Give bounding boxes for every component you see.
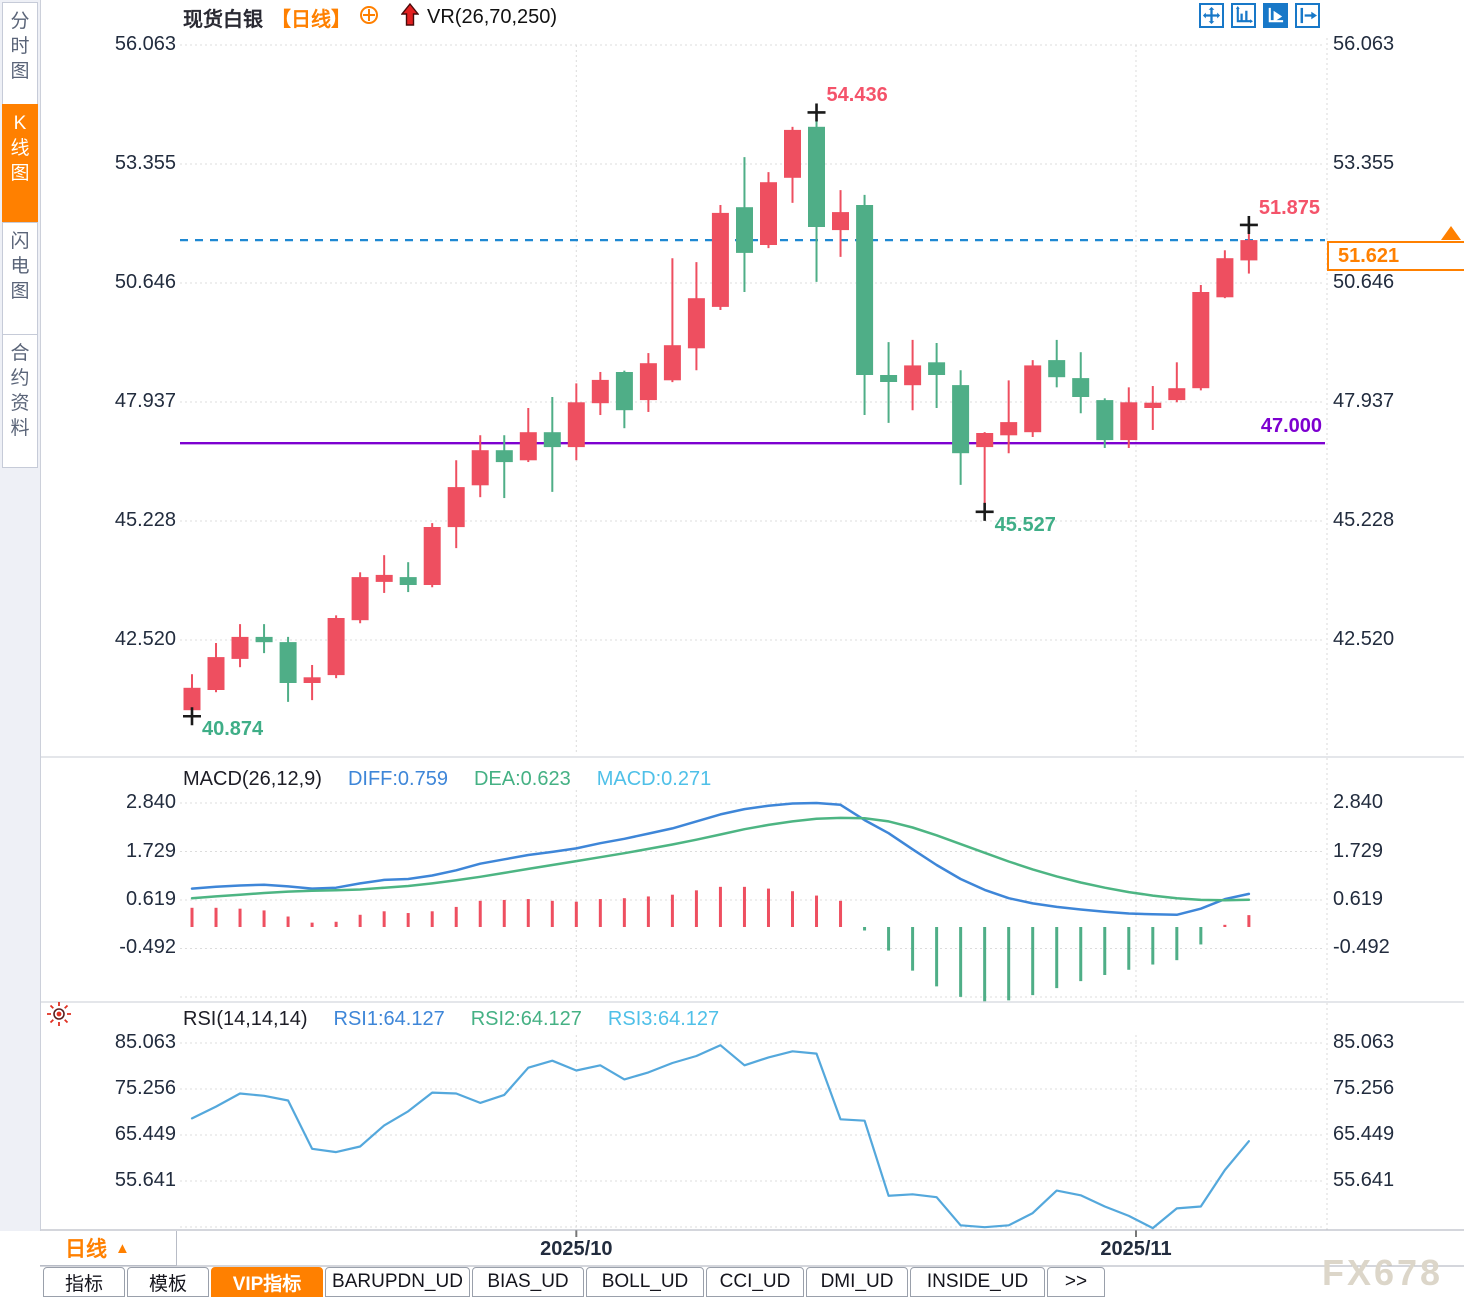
candles-series <box>183 116 1258 713</box>
indicator-tab[interactable]: BOLL_UD <box>586 1267 704 1297</box>
rsi3-value: RSI3:64.127 <box>607 1008 720 1030</box>
target-icon[interactable] <box>359 5 379 30</box>
indicator-tab[interactable]: BIAS_UD <box>472 1267 584 1297</box>
indicator-tab[interactable]: DMI_UD <box>806 1267 908 1297</box>
period-selector-arrow-icon: ▲ <box>115 1239 130 1257</box>
axis-scale-icon[interactable] <box>1263 3 1288 28</box>
last-price-tag: 51.621 <box>1327 241 1464 271</box>
sidebar-tab-4[interactable]: 合约资料 <box>2 334 38 468</box>
indicator-tab[interactable]: >> <box>1047 1267 1105 1297</box>
rsi-title[interactable]: RSI(14,14,14) <box>183 1008 308 1030</box>
indicator-tab[interactable]: CCI_UD <box>706 1267 804 1297</box>
period-tag: 【日线】 <box>271 8 351 31</box>
macd-dea-value: DEA:0.623 <box>473 768 571 790</box>
symbol-title: 现货白银 <box>183 8 263 31</box>
macd-header: MACD(26,12,9) DIFF:0.759 DEA:0.623 MACD:… <box>183 768 711 791</box>
macd-macd-value: MACD:0.271 <box>596 768 712 790</box>
pan-move-icon[interactable] <box>1199 3 1224 28</box>
rsi-header: RSI(14,14,14) RSI1:64.127 RSI2:64.127 RS… <box>183 1008 719 1031</box>
up-arrow-icon <box>400 2 420 32</box>
period-selector[interactable]: 日线 ▲ <box>40 1231 177 1266</box>
indicator-tabbar: 指标 模板 VIP指标 BARUPDN_UD BIAS_UD BOLL_UD CCI_UD D… <box>43 1267 1105 1299</box>
sidebar-tab-3[interactable]: 闪电图 <box>2 222 38 338</box>
macd-title[interactable]: MACD(26,12,9) <box>183 768 322 790</box>
indicator-tab[interactable]: VIP指标 <box>211 1267 323 1297</box>
chart-toolbar <box>1199 3 1320 28</box>
axis-zoom-icon[interactable] <box>1231 3 1256 28</box>
collapse-panel-icon[interactable] <box>1295 3 1320 28</box>
rsi2-value: RSI2:64.127 <box>470 1008 582 1030</box>
indicator-tab[interactable]: 指标 <box>43 1267 125 1297</box>
chart-header: 现货白银 【日线】 VR(26,70,250) <box>183 2 558 32</box>
macd-histogram <box>190 886 1251 1002</box>
watermark: FX678 <box>1322 1252 1444 1293</box>
indicator-tab[interactable]: BARUPDN_UD <box>325 1267 470 1297</box>
indicator-tab[interactable]: INSIDE_UD <box>910 1267 1045 1297</box>
extreme-cross-markers <box>183 103 1258 726</box>
macd-diff-value: DIFF:0.759 <box>347 768 448 790</box>
indicator-tab[interactable]: 模板 <box>127 1267 209 1297</box>
overlay-indicator-label[interactable]: VR(26,70,250) <box>427 5 558 28</box>
sidebar-tab-1[interactable]: 分时图 <box>2 2 38 110</box>
rsi1-value: RSI1:64.127 <box>333 1008 445 1030</box>
alert-sun-icon[interactable] <box>46 1001 72 1032</box>
period-selector-label: 日线 <box>65 1238 107 1261</box>
